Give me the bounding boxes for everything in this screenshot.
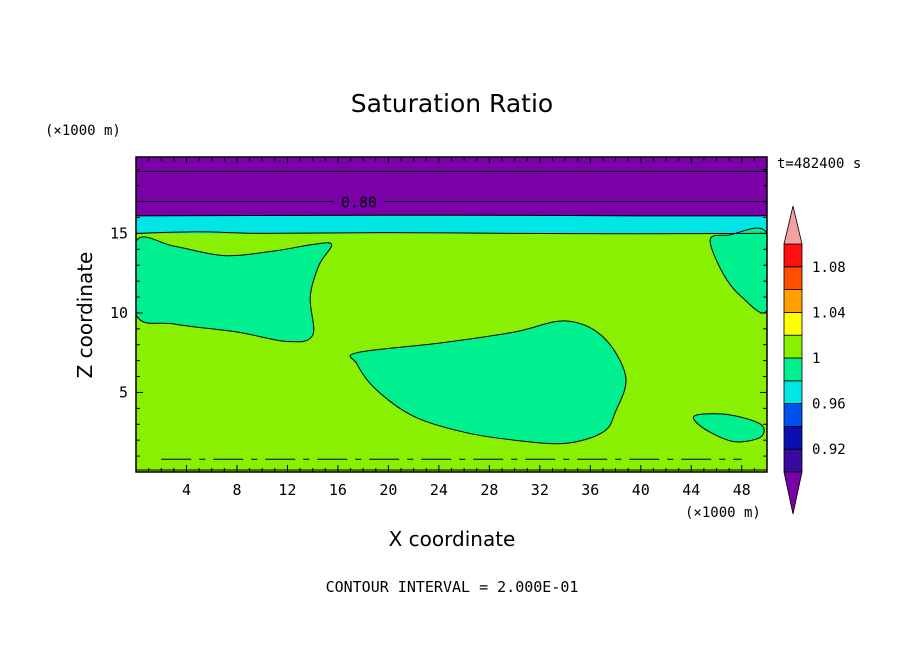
x-axis-label: X coordinate [389,527,516,551]
colorbar-band [783,403,803,427]
x-axis-ticks: 4 8 12 16 20 24 28 32 36 40 44 48 [148,157,755,499]
chart-title: Saturation Ratio [351,89,553,118]
colorbar: 0.92 0.96 1 1.04 1.08 [783,205,846,515]
y-tick-label: 15 [110,224,128,242]
boundary-line-0 [136,231,767,235]
x-tick-label: 48 [733,481,751,499]
y-axis-ticks: 5 10 15 [110,169,767,457]
colorbar-band [783,425,803,450]
boundary-line-1 [136,214,767,217]
colorbar-band [783,243,803,268]
region-upper-right-moist [709,227,767,314]
colorbar-label: 1.04 [812,305,846,321]
colorbar-band [783,380,803,404]
contour-label-gap [334,193,384,210]
colorbar-label: 0.96 [812,397,846,413]
contour-interval-footer: CONTOUR INTERVAL = 2.000E-01 [326,578,579,596]
colorbar-label: 0.92 [812,442,846,458]
transition-layer [136,215,767,234]
x-tick-label: 16 [329,481,347,499]
colorbar-under-arrow [783,471,803,515]
x-tick-label: 4 [182,481,191,499]
colorbar-over-arrow [783,205,803,245]
region-central-moist [349,320,627,445]
y-tick-label: 10 [110,304,128,322]
x-tick-label: 36 [581,481,599,499]
x-tick-label: 8 [232,481,241,499]
colorbar-band [783,357,803,382]
y-axis-label: Z coordinate [73,252,97,379]
x-tick-label: 28 [480,481,498,499]
colorbar-label: 1 [812,351,820,367]
x-tick-label: 24 [430,481,448,499]
colorbar-band [783,334,803,359]
x-tick-label: 12 [278,481,296,499]
colorbar-band [783,266,803,290]
x-tick-label: 20 [379,481,397,499]
colorbar-band [783,448,803,473]
region-upper-left-moist [136,236,333,343]
x-tick-label: 40 [632,481,650,499]
x-tick-label: 44 [682,481,700,499]
y-tick-label: 5 [119,383,128,401]
colorbar-label: 1.08 [812,260,846,276]
dry-layer [136,157,767,216]
colorbar-band [783,311,803,336]
time-label: t=482400 s [777,156,861,172]
x-unit-label: (×1000 m) [685,505,761,521]
contour-field: 0.80 [136,157,767,472]
colorbar-band [783,289,803,313]
region-lower-right-moist [692,413,765,443]
x-tick-label: 32 [531,481,549,499]
plot-frame [135,156,768,473]
contour-label: 0.80 [341,194,377,212]
y-unit-label: (×1000 m) [45,123,121,139]
